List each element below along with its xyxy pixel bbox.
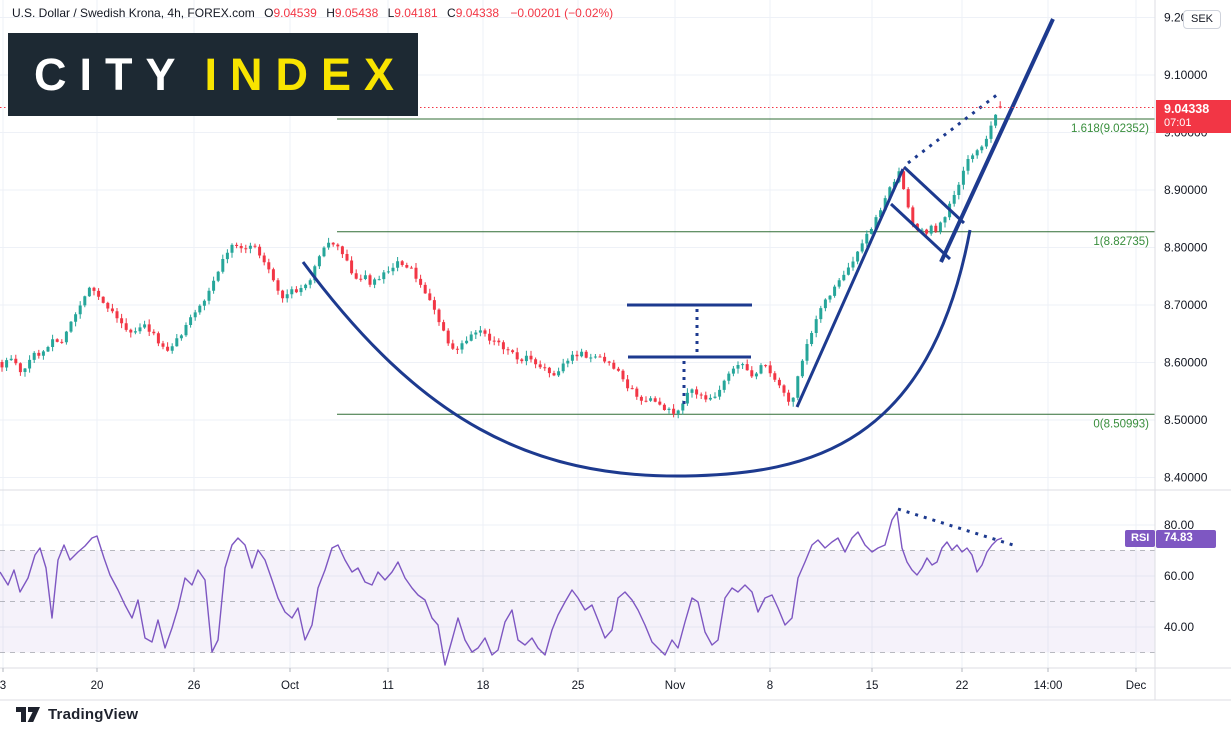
time-tick-label: 18 [477,680,490,692]
city-index-logo-city: CITY [34,49,189,100]
price-tick-label: 8.50000 [1164,413,1208,427]
time-tick-label: Oct [281,680,300,692]
open-label: O [264,6,274,20]
close-label: C [447,6,456,20]
time-tick-label: 20 [91,680,104,692]
low-label: L [387,6,395,20]
flag-upper-line [902,165,966,225]
time-tick-label: 3 [0,680,6,692]
price-tick-label: 8.60000 [1164,356,1208,370]
time-tick-label: Nov [665,680,686,692]
time-tick-label: 26 [188,680,201,692]
price-tick-label: 8.80000 [1164,241,1208,255]
rsi-value-badge: 74.83 [1156,530,1216,548]
last-price-badge: 9.04338 07:01 [1156,100,1231,133]
currency-unit-button[interactable]: SEK [1183,10,1222,29]
rsi-tick-label: 60.00 [1164,569,1194,583]
down-candle-wicks [1,101,1001,418]
rsi-label-badge: RSI [1125,530,1156,547]
pane-separators [0,0,1231,701]
high-label: H [326,6,335,20]
time-tick-label: Dec [1126,680,1147,692]
chart-legend: U.S. Dollar / Swedish Krona, 4h, FOREX.c… [12,6,613,20]
last-price-value: 9.04338 [1164,102,1210,116]
fib-level-label: 1.618(9.02352) [1071,123,1149,135]
up-candle-wicks [6,114,997,419]
close-value: 9.04338 [455,6,500,20]
symbol-title[interactable]: U.S. Dollar / Swedish Krona, 4h, FOREX.c… [12,6,255,20]
time-tick-label: 14:00 [1034,680,1063,692]
down-candle-bodies [0,106,1002,414]
rsi-tick-label: 40.00 [1164,620,1194,634]
tradingview-logo-icon [16,707,40,722]
time-tick-label: 15 [866,680,879,692]
low-value: 9.04181 [394,6,438,20]
fib-level-label: 0(8.50993) [1093,418,1149,430]
open-value: 9.04539 [273,6,317,20]
price-tick-label: 8.90000 [1164,183,1208,197]
flag-lower-line [889,202,952,261]
rsi-band-layer [0,550,1155,653]
time-tick-label: 11 [382,680,394,692]
bar-countdown: 07:01 [1164,117,1192,129]
price-tick-label: 8.40000 [1164,471,1208,485]
price-projection-dotted-line [907,92,999,165]
price-tick-label: 9.10000 [1164,68,1208,82]
annotations-layer [301,18,1055,547]
fib-layer: 1.618(9.02352) 1(8.82735) 0(8.50993) [337,118,1155,430]
rally-pole-line [795,168,905,408]
time-tick-label: 25 [572,680,585,692]
rsi-divergence-dotted-line [897,507,1014,547]
time-tick-label: 22 [956,680,969,692]
time-tick-label: 8 [767,680,773,692]
rsi-tick-label: 80.00 [1164,518,1194,532]
fib-level-label: 1(8.82735) [1093,236,1149,248]
rsi-line [0,511,1003,666]
candles-layer [0,101,1002,419]
time-axis[interactable] [0,668,1155,700]
city-index-logo-index: INDEX [204,49,408,100]
tradingview-attribution[interactable]: TradingView [16,706,138,723]
axis-labels-layer: 9.200009.100009.000008.900008.800008.700… [0,11,1208,693]
tradingview-wordmark: TradingView [48,706,139,723]
breakout-trend-line [939,18,1055,263]
price-tick-label: 8.70000 [1164,298,1208,312]
cup-curve-line [301,229,972,478]
city-index-logo: CITY INDEX [8,33,418,116]
grid-layer [0,0,1155,668]
high-value: 9.05438 [334,6,379,20]
change-value: −0.00201 (−0.02%) [510,6,614,20]
